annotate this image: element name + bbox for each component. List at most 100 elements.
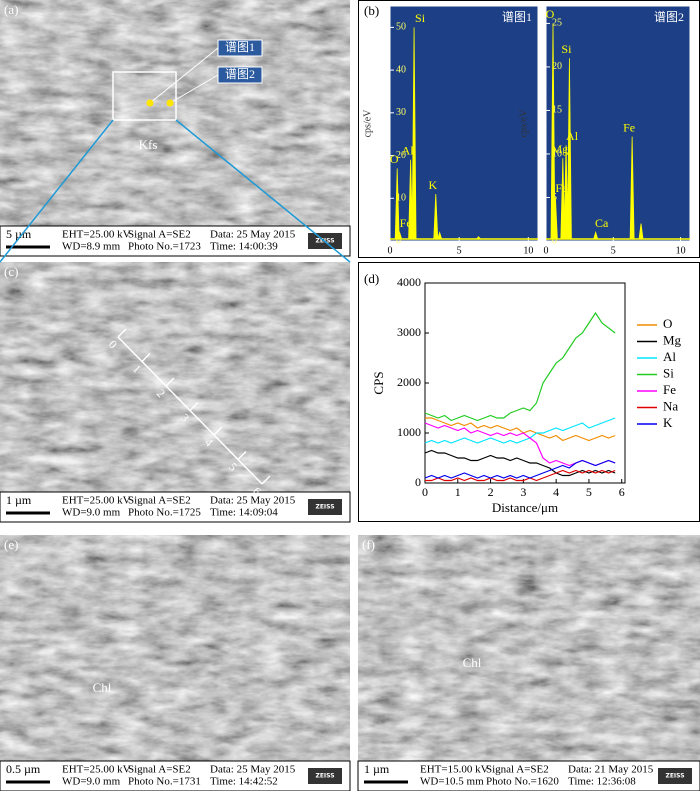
info-bar xyxy=(357,760,700,792)
y-axis-label: cps/eV xyxy=(518,109,529,138)
time: Time: 14:00:39 xyxy=(210,241,278,253)
pointer xyxy=(169,74,219,104)
x-tick-label: 2 xyxy=(488,485,494,499)
wd: WD=8.9 mm xyxy=(62,241,121,253)
series-line xyxy=(424,311,616,422)
eht: EHT=15.00 kV xyxy=(420,764,489,776)
x-axis-label: Distance/μm xyxy=(492,500,558,515)
y-tick-label: 50 xyxy=(396,22,406,33)
wd: WD=9.0 mm xyxy=(62,507,121,519)
date: Data: 25 May 2015 xyxy=(210,764,296,776)
peak-label: Fe xyxy=(555,181,567,195)
legend-label: Al xyxy=(663,349,676,364)
wd: WD=9.0 mm xyxy=(62,776,121,788)
peak xyxy=(567,58,572,240)
photo-no: Photo No.=1725 xyxy=(128,507,201,519)
peak xyxy=(550,23,556,240)
y-tick-label: 10 xyxy=(552,148,562,159)
time: Time: 12:36:08 xyxy=(568,776,636,788)
scale-label: 1 µm xyxy=(364,762,390,776)
date: Data: 25 May 2015 xyxy=(210,495,296,507)
peak-label: K xyxy=(428,178,437,192)
date: Data: 21 May 2015 xyxy=(568,764,654,776)
peak xyxy=(475,236,482,240)
sem-image xyxy=(0,0,350,256)
pointer xyxy=(149,47,219,104)
spot-label-box xyxy=(217,39,263,57)
time: Time: 14:42:52 xyxy=(210,776,278,788)
series-line xyxy=(424,459,616,479)
y-tick-label: 3000 xyxy=(397,325,421,339)
spot xyxy=(166,99,174,107)
info-bar xyxy=(0,760,351,792)
peak xyxy=(560,158,566,240)
legend-label: K xyxy=(663,415,673,430)
panel-label: (b) xyxy=(364,3,379,18)
series-line xyxy=(424,417,616,444)
x-tick-label: 0 xyxy=(388,245,393,256)
peak xyxy=(394,168,400,240)
peak xyxy=(638,223,644,240)
peak-label: Al xyxy=(402,144,415,158)
peak xyxy=(563,145,569,240)
zoom-line xyxy=(0,119,114,263)
mineral-label: Chl xyxy=(93,680,112,695)
ruler-tick xyxy=(141,352,151,363)
eht: EHT=25.00 kV xyxy=(62,229,131,241)
x-tick-label: 0 xyxy=(422,485,428,499)
photo-no: Photo No.=1723 xyxy=(128,241,201,253)
peak xyxy=(397,231,403,240)
y-tick-label: 25 xyxy=(552,18,562,29)
peak-label: Si xyxy=(561,42,572,56)
signal: Signal A=SE2 xyxy=(128,229,191,241)
y-tick-label: 10 xyxy=(396,193,406,204)
scale-label: 1 µm xyxy=(6,493,32,507)
y-tick-label: 1000 xyxy=(397,425,421,439)
info-bar xyxy=(0,491,351,523)
peak xyxy=(411,27,417,240)
panel-label: (f) xyxy=(362,537,375,552)
y-tick-label: 20 xyxy=(396,150,406,161)
x-tick-label: 4 xyxy=(553,485,559,499)
eht: EHT=25.00 kV xyxy=(62,495,131,507)
peak-label: Fe xyxy=(623,120,635,134)
spot xyxy=(146,99,154,107)
signal: Signal A=SE2 xyxy=(128,495,191,507)
series-line xyxy=(424,449,616,477)
spectrum-title: 谱图1 xyxy=(502,10,532,24)
sem-image xyxy=(0,535,350,791)
logo: ZEISS xyxy=(315,773,334,780)
panel-label: (d) xyxy=(364,271,379,286)
y-tick-label: 0 xyxy=(415,475,421,489)
spot-label: 谱图1 xyxy=(225,40,255,54)
x-tick-label: 5 xyxy=(457,245,462,256)
panel-label: (a) xyxy=(4,2,18,17)
x-tick-label: 10 xyxy=(523,245,533,256)
x-tick-label: 5 xyxy=(611,245,616,256)
peak xyxy=(553,197,558,240)
y-axis-label: CPS xyxy=(371,371,386,394)
ruler-tick xyxy=(117,328,127,338)
y-axis-label: cps/eV xyxy=(362,109,373,138)
x-tick-label: 5 xyxy=(586,485,592,499)
legend-label: Na xyxy=(663,398,678,413)
mineral-label: Kfs xyxy=(139,137,158,152)
mineral-label: Chl xyxy=(463,655,482,670)
x-tick-label: 0 xyxy=(544,245,549,256)
ruler-tick xyxy=(213,426,223,436)
y-tick-label: 30 xyxy=(396,107,406,118)
time: Time: 14:09:04 xyxy=(210,507,278,519)
ruler-tick xyxy=(237,450,247,461)
peak-label: Ca xyxy=(595,216,609,230)
peak-label: Al xyxy=(566,129,579,143)
signal: Signal A=SE2 xyxy=(128,764,191,776)
eht: EHT=25.00 kV xyxy=(62,764,131,776)
peak-label: Si xyxy=(415,11,426,25)
x-tick-label: 6 xyxy=(619,485,625,499)
logo: ZEISS xyxy=(665,773,684,780)
legend-label: Fe xyxy=(663,382,676,397)
peak xyxy=(593,230,599,240)
zoom-line xyxy=(175,119,351,263)
panel-label: (c) xyxy=(4,264,18,279)
